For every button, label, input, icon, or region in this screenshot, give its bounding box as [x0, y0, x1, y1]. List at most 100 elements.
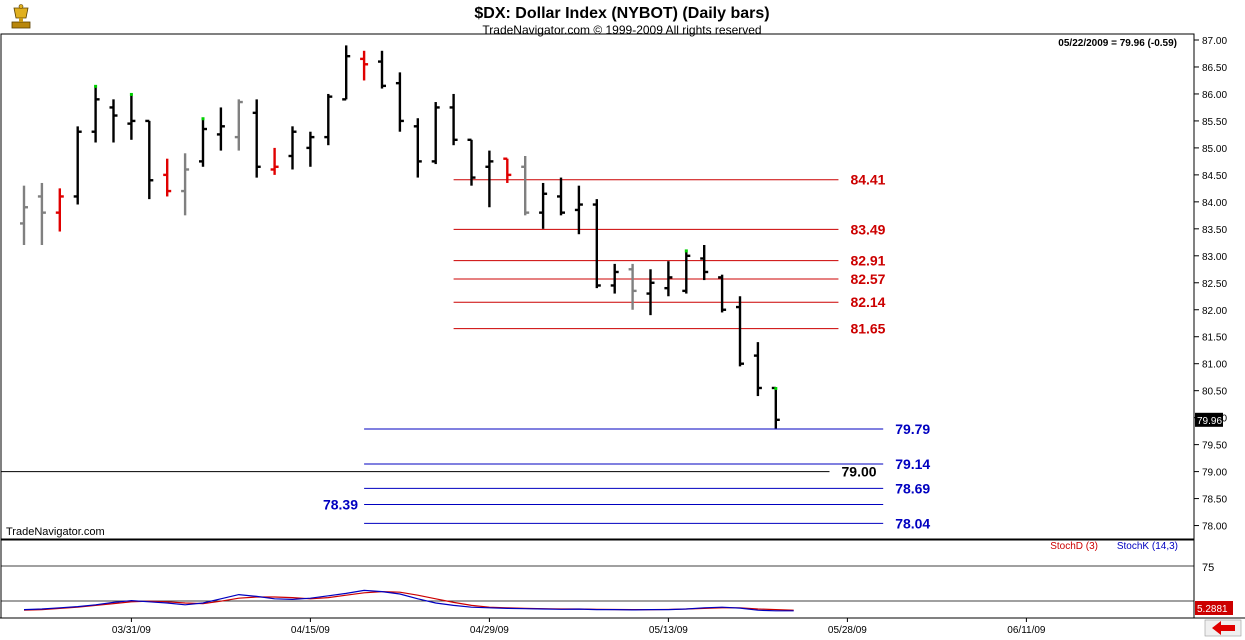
- date-tick-label: 04/15/09: [291, 625, 330, 636]
- date-tick-label: 04/29/09: [470, 625, 509, 636]
- ohlc-bar: [753, 342, 762, 397]
- ohlc-bar: [610, 263, 619, 294]
- ohlc-bar: [360, 50, 369, 81]
- ohlc-bar: [700, 245, 709, 281]
- level-label: 82.91: [850, 253, 885, 269]
- level-label: 78.39: [323, 497, 358, 513]
- date-tick-label: 03/31/09: [112, 625, 151, 636]
- price-tick-label: 79.00: [1202, 468, 1227, 479]
- ohlc-bar: [592, 199, 601, 289]
- ohlc-bar: [736, 296, 744, 367]
- level-label: 78.69: [895, 480, 930, 496]
- ohlc-bar: [771, 386, 780, 429]
- price-tick-label: 80.50: [1202, 387, 1227, 398]
- price-tick-label: 84.50: [1202, 171, 1227, 182]
- ohlc-bar: [664, 261, 673, 297]
- last-price-tag-text: 79.96: [1197, 416, 1222, 427]
- level-label: 79.00: [842, 464, 877, 480]
- ohlc-bar: [718, 274, 727, 313]
- stoch-value-tag: 5.2881: [1195, 601, 1233, 615]
- ohlc-bar: [574, 185, 583, 235]
- date-tick-label: 05/28/09: [828, 625, 867, 636]
- ohlc-bar: [395, 72, 404, 132]
- stoch-k-legend: StochK (14,3): [1117, 541, 1178, 552]
- date-axis-ticks: 03/31/09 04/15/09 04/29/09 05/13/09 05/28/09…: [112, 618, 1046, 636]
- level-label: 82.57: [850, 271, 885, 287]
- ohlc-bar: [503, 157, 512, 183]
- ohlc-bar: [378, 50, 386, 89]
- bar-tick: [684, 249, 688, 253]
- trophy-icon: [11, 4, 31, 29]
- ohlc-bar: [324, 93, 333, 146]
- level-label: 83.49: [850, 221, 885, 237]
- price-tick-label: 85.50: [1202, 117, 1227, 128]
- price-tick-label: 82.00: [1202, 306, 1227, 317]
- ohlc-bar: [163, 158, 172, 197]
- ohlc-bar: [342, 45, 351, 101]
- price-tick-label: 81.50: [1202, 333, 1227, 344]
- chart-title: $DX: Dollar Index (NYBOT) (Daily bars): [474, 5, 769, 22]
- ohlc-bar: [73, 126, 82, 205]
- ohlc-bar: [628, 263, 637, 310]
- ohlc-bar: [199, 117, 207, 167]
- ohlc-bar: [682, 249, 691, 294]
- watermark: TradeNavigator.com: [6, 526, 105, 538]
- ohlc-bar: [234, 99, 243, 151]
- price-tick-label: 84.00: [1202, 198, 1227, 209]
- level-label: 79.79: [895, 421, 930, 437]
- level-label: 79.14: [895, 456, 930, 472]
- price-tick-label: 83.00: [1202, 252, 1227, 263]
- ohlc-bar: [145, 119, 154, 200]
- ohlc-bar: [252, 99, 261, 178]
- date-tick-label: 05/13/09: [649, 625, 688, 636]
- price-tick-label: 81.00: [1202, 360, 1227, 371]
- ohlc-bar: [521, 155, 530, 216]
- stoch-d-legend: StochD (3): [1050, 541, 1098, 552]
- ohlc-bar: [431, 102, 440, 165]
- bar-tick: [129, 92, 133, 96]
- ohlc-bar: [270, 147, 279, 175]
- price-levels: 84.41 83.49 82.91 82.57 82.14 81.65 79.79 79.14…: [1, 172, 930, 531]
- ohlc-bar: [557, 177, 565, 216]
- chart-subtitle: TradeNavigator.com © 1999-2009 All right…: [482, 23, 761, 37]
- ohlc-bar: [55, 188, 64, 232]
- date-tick-label: 06/11/09: [1007, 625, 1046, 636]
- stoch-value-tag-text: 5.2881: [1197, 604, 1228, 615]
- left-arrow-icon[interactable]: [1204, 619, 1242, 637]
- level-label: 84.41: [850, 172, 885, 188]
- ohlc-bar: [646, 269, 655, 316]
- ohlc-bar: [216, 107, 225, 151]
- ohlc-bar: [306, 131, 315, 167]
- price-tick-label: 78.00: [1202, 522, 1227, 533]
- ohlc-bar: [181, 153, 190, 216]
- price-tick-label: 79.50: [1202, 441, 1227, 452]
- ohlc-bar: [449, 93, 458, 146]
- ohlc-bar: [109, 99, 118, 143]
- ohlc-bar: [20, 185, 28, 246]
- ohlc-bar: [91, 84, 100, 143]
- price-bars: [20, 45, 780, 429]
- level-label: 81.65: [850, 321, 885, 337]
- ohlc-bar: [539, 182, 548, 229]
- ohlc-bar: [288, 126, 297, 170]
- level-label: 82.14: [850, 294, 885, 310]
- ohlc-bar: [413, 118, 422, 178]
- level-label: 78.04: [895, 515, 930, 531]
- bar-tick: [94, 84, 98, 88]
- stoch-tick-75: 75: [1202, 562, 1214, 574]
- price-tick-label: 83.50: [1202, 225, 1227, 236]
- stoch-k-line: [23, 589, 794, 612]
- price-tick-label: 78.50: [1202, 495, 1227, 506]
- ohlc-bar: [485, 150, 494, 208]
- ohlc-bar: [37, 182, 46, 246]
- price-tick-label: 86.00: [1202, 90, 1227, 101]
- last-bar-info: 05/22/2009 = 79.96 (-0.59): [1058, 38, 1177, 49]
- price-tick-label: 82.50: [1202, 279, 1227, 290]
- price-tick-label: 87.00: [1202, 36, 1227, 47]
- price-axis-ticks: 87.00 86.50 86.00 85.50 85.00 84.50 84.00 83.50…: [1194, 36, 1227, 533]
- price-tick-label: 86.50: [1202, 63, 1227, 74]
- ohlc-bar: [127, 92, 136, 140]
- ohlc-bar: [467, 138, 476, 186]
